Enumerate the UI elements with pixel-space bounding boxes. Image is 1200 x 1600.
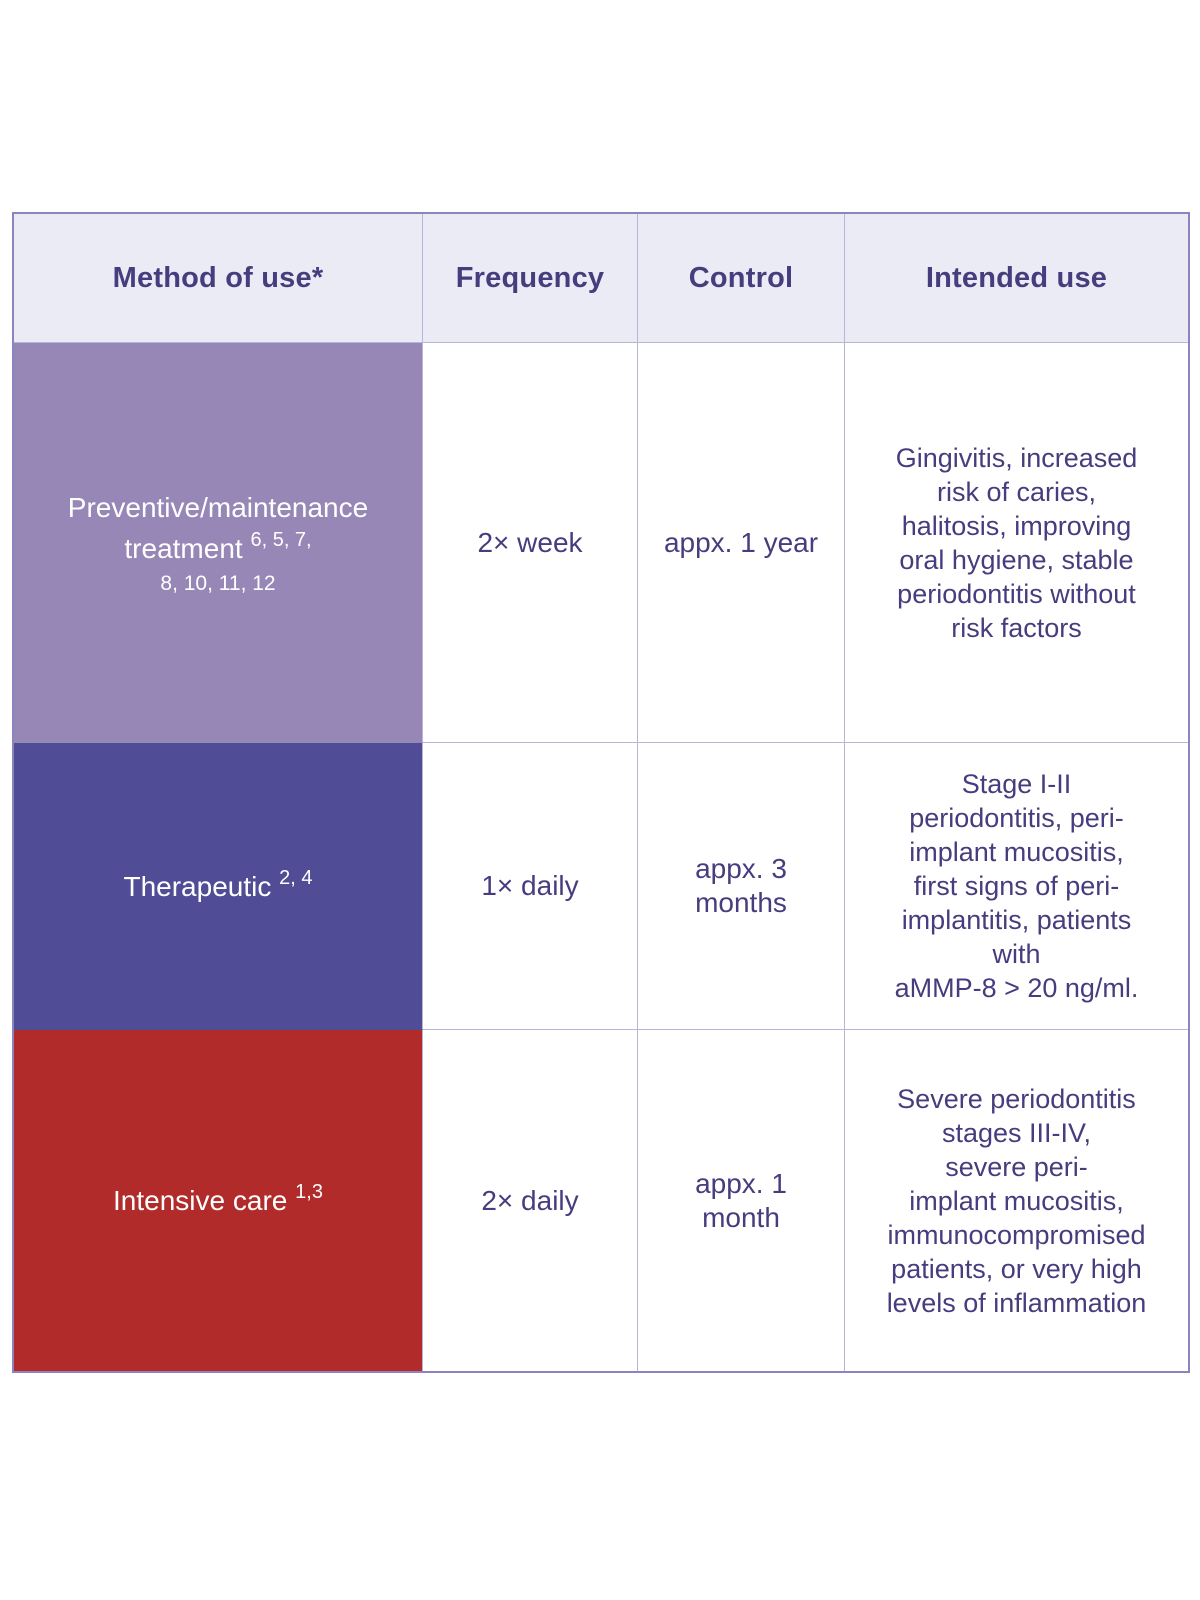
method-superscript-refs: 2, 4: [279, 866, 313, 889]
dosage-table: Method of use* Frequency Control Intende…: [12, 212, 1190, 1373]
intended-use-cell-therapeutic: Stage I-II periodontitis, peri- implant …: [845, 743, 1188, 1030]
header-cell-control: Control: [638, 214, 845, 343]
header-cell-intended-use: Intended use: [845, 214, 1188, 343]
method-label-therapeutic: Therapeutic 2, 4: [123, 866, 313, 902]
method-cell-preventive: Preventive/maintenance treatment 6, 5, 7…: [14, 343, 423, 743]
method-label-preventive: Preventive/maintenance treatment 6, 5, 7…: [67, 491, 369, 564]
frequency-cell-preventive: 2× week: [423, 343, 638, 743]
method-superscript-refs: 1,3: [295, 1181, 323, 1203]
intended-use-cell-intensive: Severe periodontitis stages III-IV, seve…: [845, 1030, 1188, 1371]
control-cell-therapeutic: appx. 3 months: [638, 743, 845, 1030]
method-cell-therapeutic: Therapeutic 2, 4: [14, 743, 423, 1030]
header-cell-method-of-use: Method of use*: [14, 214, 423, 343]
method-refs-line: 8, 10, 11, 12: [160, 571, 276, 595]
control-cell-intensive: appx. 1 month: [638, 1030, 845, 1371]
control-cell-preventive: appx. 1 year: [638, 343, 845, 743]
method-superscript-refs: 6, 5, 7,: [250, 528, 312, 551]
frequency-cell-intensive: 2× daily: [423, 1030, 638, 1371]
header-label-method-of-use: Method of use*: [112, 261, 324, 294]
header-label-frequency: Frequency: [455, 261, 605, 294]
header-label-intended-use: Intended use: [925, 261, 1108, 294]
method-cell-intensive: Intensive care 1,3: [14, 1030, 423, 1371]
intended-use-cell-preventive: Gingivitis, increased risk of caries, ha…: [845, 343, 1188, 743]
method-label-intensive: Intensive care 1,3: [113, 1181, 323, 1216]
frequency-cell-therapeutic: 1× daily: [423, 743, 638, 1030]
header-label-control: Control: [688, 261, 794, 294]
header-cell-frequency: Frequency: [423, 214, 638, 343]
